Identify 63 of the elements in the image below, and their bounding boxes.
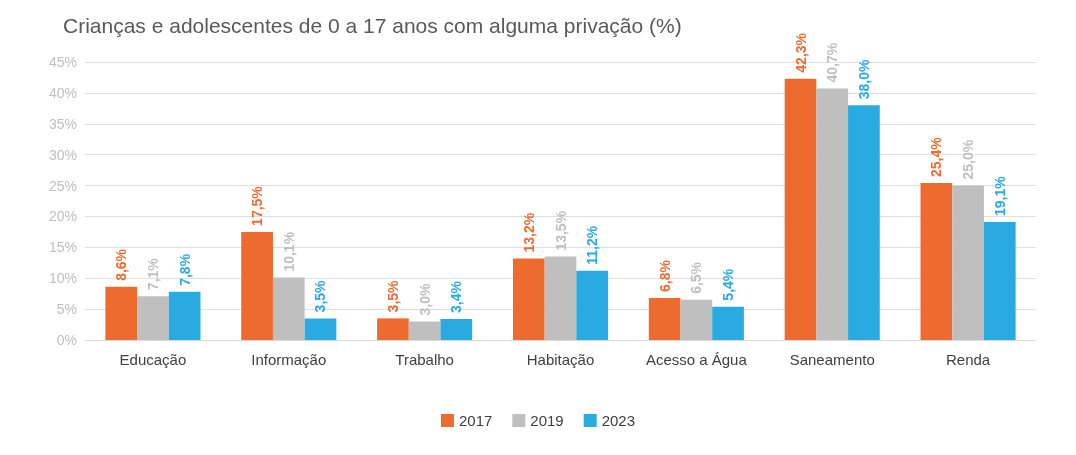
bar [377,318,409,340]
y-tick-label: 15% [48,239,77,256]
bar [272,277,305,340]
data-label: 25,4% [928,136,945,178]
x-tick-label: Educação [119,351,187,368]
x-tick-label: Saneamento [789,351,875,368]
bar [680,299,713,340]
data-label: 13,2% [520,212,537,253]
data-label: 19,1% [991,175,1008,216]
bar [712,306,744,340]
data-label: 8,6% [113,248,130,281]
data-label: 38,0% [855,59,872,100]
bar [576,270,609,340]
legend-label: 2023 [601,412,636,429]
bar [648,297,681,340]
bar [952,185,984,340]
y-tick-label: 30% [48,146,77,163]
data-label: 7,1% [144,257,161,291]
bar [920,183,953,340]
data-label: 3,5% [312,279,329,313]
data-label: 25,0% [960,139,977,180]
data-label: 6,8% [656,259,673,292]
y-tick-label: 45% [48,54,77,70]
data-label: 5,4% [720,268,737,301]
data-label: 10,1% [280,231,297,272]
data-label: 3,5% [384,279,401,313]
bar [440,319,473,340]
bar [168,291,201,340]
bar [304,318,337,340]
x-tick-label: Acesso a Água [645,351,748,368]
y-tick-label: 5% [56,301,77,318]
y-tick-label: 35% [48,115,77,132]
bar [848,105,880,340]
bar [137,296,169,340]
data-label: 13,5% [552,210,569,251]
chart-title: Crianças e adolescentes de 0 a 17 anos com alguma privação (%) [63,14,682,37]
bar [512,258,545,340]
data-label: 6,5% [688,261,705,294]
x-tick-label: Habitação [526,351,595,368]
bar [408,321,441,340]
y-tick-label: 10% [48,270,77,287]
y-tick-label: 40% [48,84,77,101]
bar [241,231,273,340]
y-tick-label: 0% [56,332,77,348]
bar [983,222,1016,340]
data-label: 40,7% [824,42,841,83]
legend-label: 2017 [458,412,493,429]
data-label: 7,8% [176,253,193,286]
bar [816,88,849,340]
data-label: 3,0% [416,283,433,316]
bar [784,78,817,340]
x-tick-label: Informação [251,351,327,368]
bar [544,256,577,340]
bar [105,286,138,340]
data-label: 42,3% [792,32,809,73]
data-label: 11,2% [584,225,601,265]
y-tick-label: 20% [48,208,77,225]
legend-label: 2019 [530,412,564,429]
data-label: 3,4% [448,280,465,313]
x-tick-label: Renda [945,351,991,368]
y-tick-label: 25% [48,177,77,194]
data-label: 17,5% [249,185,266,226]
x-tick-label: Trabalho [395,351,454,368]
